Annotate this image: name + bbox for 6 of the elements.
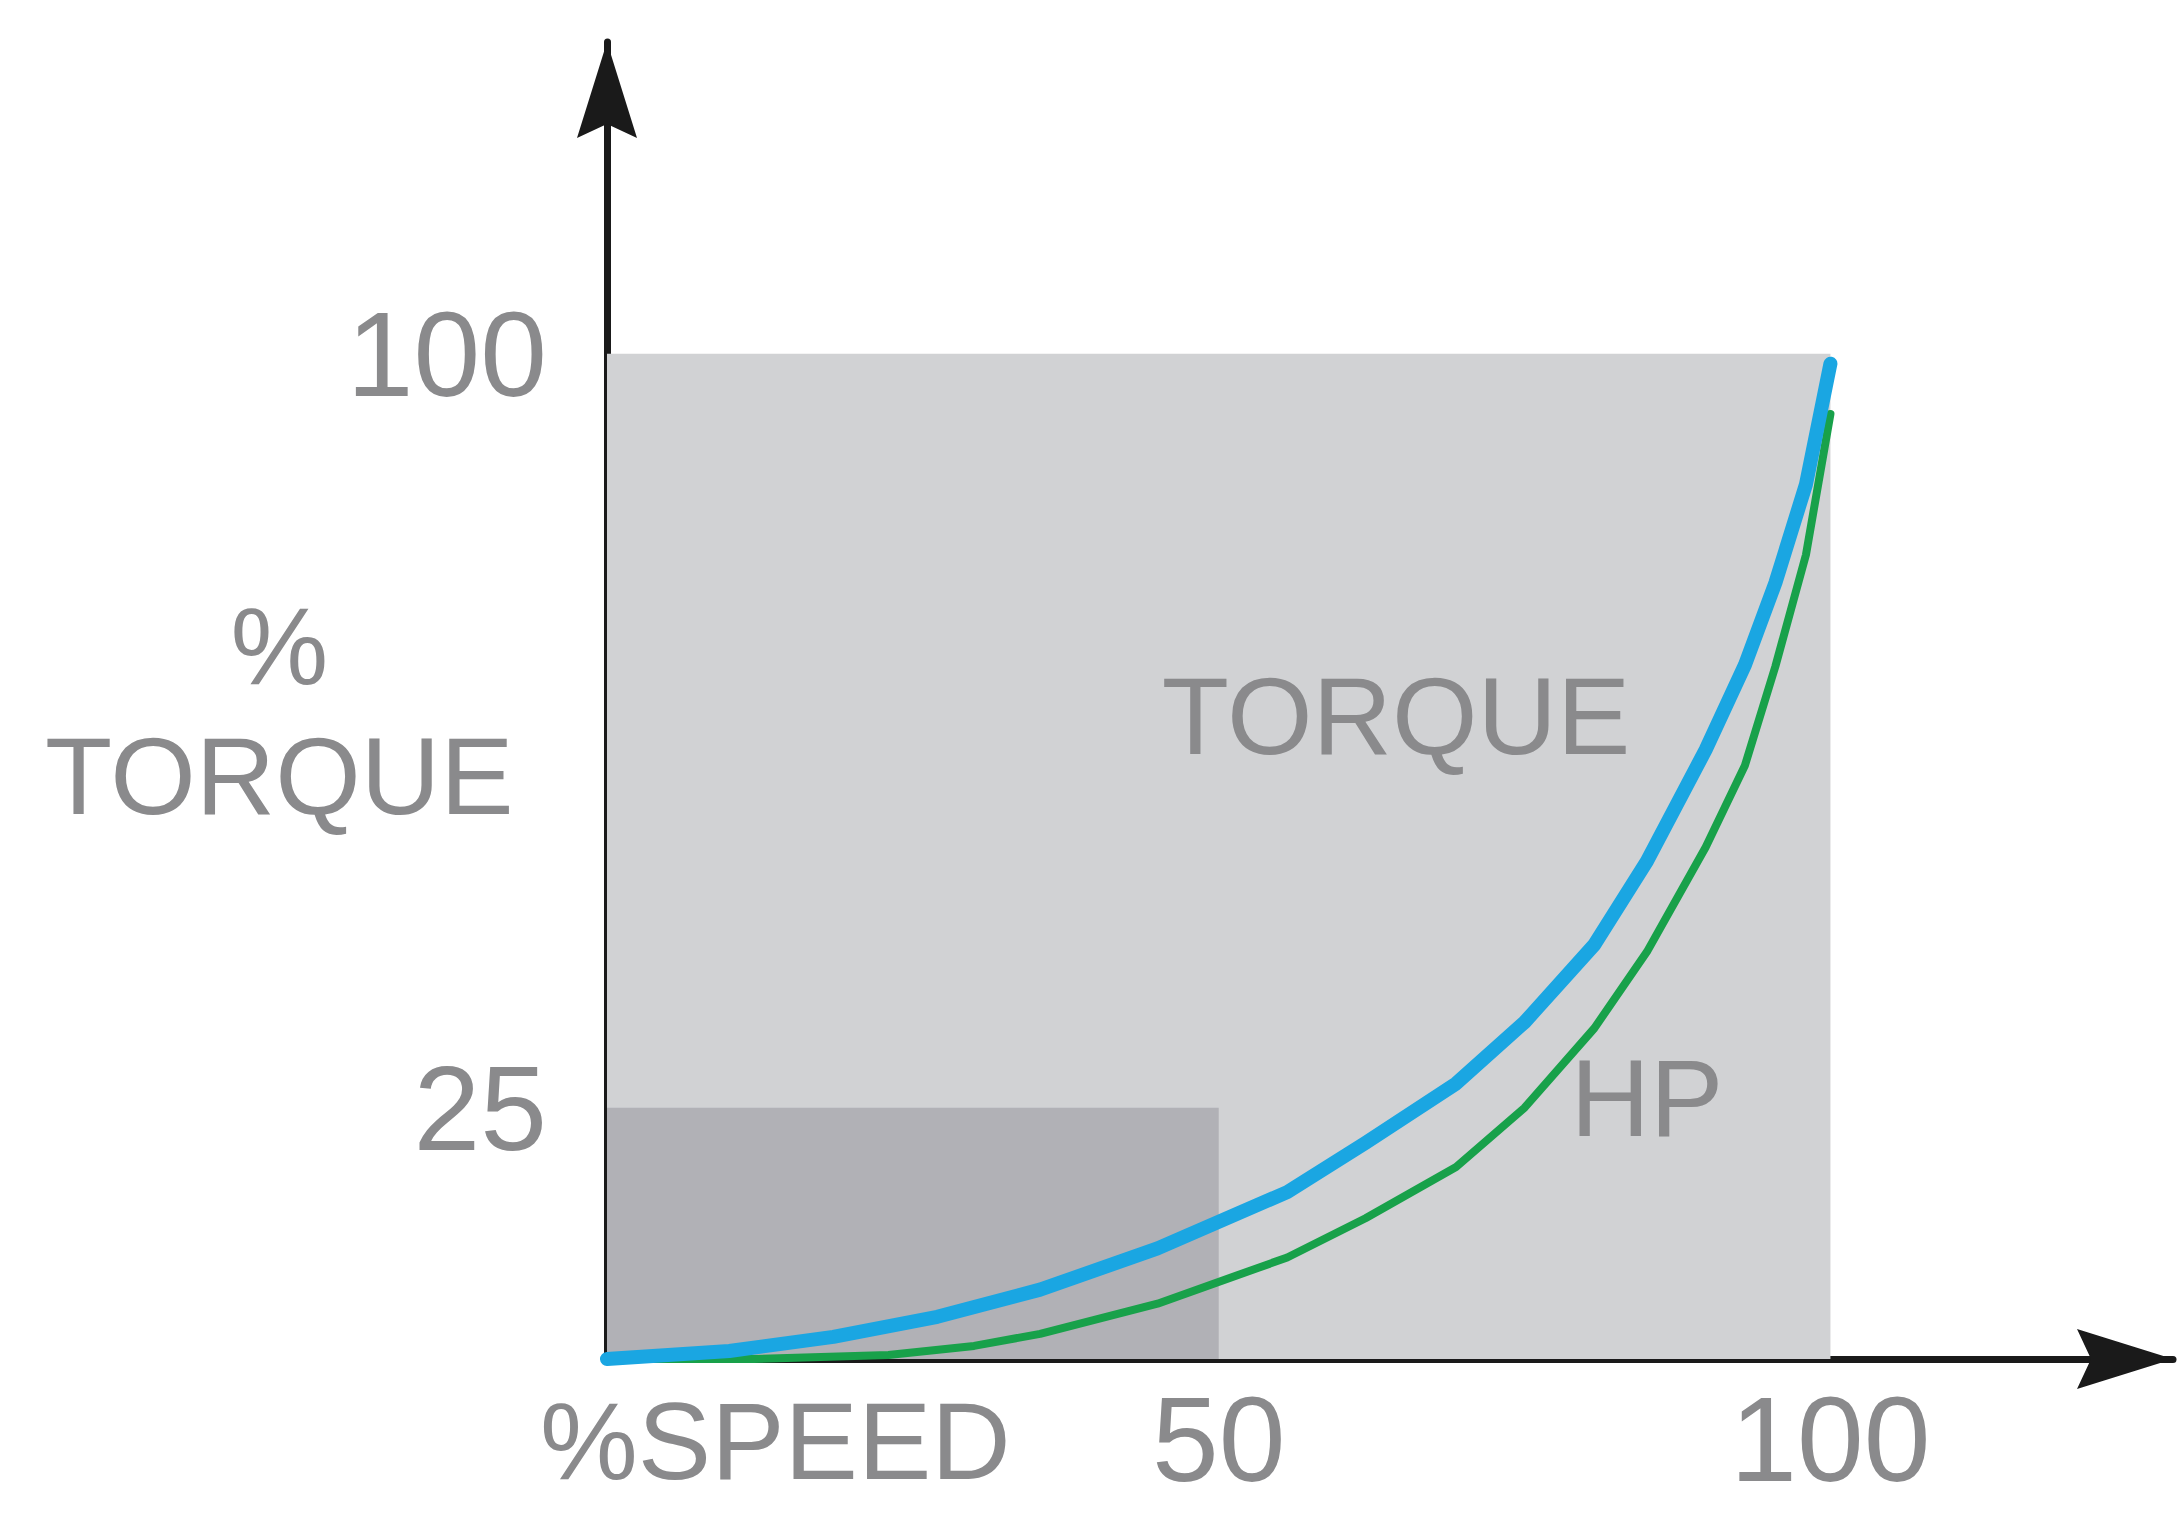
series-label: HP [1570, 1036, 1724, 1160]
y-tick-label: 25 [413, 1040, 547, 1175]
y-axis-title: % TORQUE [45, 583, 514, 837]
x-tick-label: 50 [1151, 1372, 1286, 1506]
series-label: TORQUE [1161, 654, 1631, 778]
x-axis-title: %SPEED [540, 1378, 1011, 1502]
